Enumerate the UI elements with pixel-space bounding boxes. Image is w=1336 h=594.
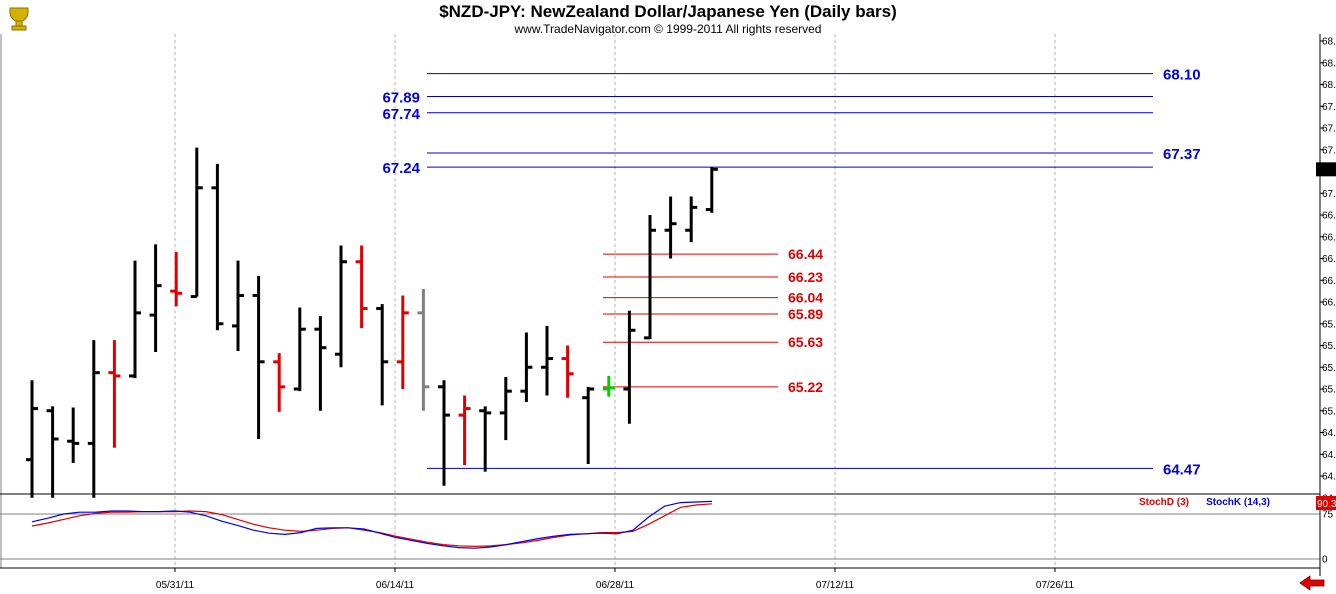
fib-label-blue: 67.24 bbox=[382, 160, 420, 177]
price-axis-label: 66.40 bbox=[1322, 254, 1336, 265]
fib-label-red: 66.44 bbox=[788, 246, 823, 262]
price-axis-label: 66.20 bbox=[1322, 276, 1336, 287]
stoch-series-line bbox=[31, 500, 713, 549]
date-axis-label: 06/14/11 bbox=[376, 580, 415, 591]
left-arrow-shape bbox=[1299, 575, 1325, 591]
price-axis-label: 64.60 bbox=[1322, 450, 1336, 461]
price-axis-label: 65.60 bbox=[1322, 341, 1336, 352]
fib-label-red: 66.04 bbox=[788, 290, 823, 306]
left-arrow-icon[interactable] bbox=[1299, 575, 1325, 591]
last-price-tag bbox=[1316, 162, 1336, 177]
fib-label-blue: 67.89 bbox=[382, 89, 420, 106]
price-axis-label: 67.80 bbox=[1322, 102, 1336, 113]
chart-title: $NZD-JPY: NewZealand Dollar/Japanese Yen… bbox=[439, 2, 897, 21]
price-axis-label: 65.40 bbox=[1322, 363, 1336, 374]
legend-stochd: StochD (3) bbox=[1139, 497, 1189, 508]
price-axis-label: 67.40 bbox=[1322, 145, 1336, 156]
date-axis-label: 07/26/11 bbox=[1036, 580, 1075, 591]
price-axis-label: 65.00 bbox=[1322, 406, 1336, 417]
date-axis: 05/31/11 06/14/11 06/28/11 07/12/11 07/26/11 bbox=[156, 568, 1325, 591]
stoch-axis-label: 75 bbox=[1322, 510, 1334, 521]
price-axis-label: 68.20 bbox=[1322, 58, 1336, 69]
price-axis-label: 64.80 bbox=[1322, 428, 1336, 439]
fib-label-blue: 67.74 bbox=[382, 106, 420, 123]
stoch-value-tag-text: 90.36 bbox=[1317, 499, 1336, 510]
right-price-axis: 68.4068.2068.0067.8067.6067.4067.2067.00… bbox=[1316, 34, 1336, 576]
price-axis-label: 65.20 bbox=[1322, 385, 1336, 396]
price-axis-label: 66.80 bbox=[1322, 211, 1336, 222]
chart-subtitle: www.TradeNavigator.com © 1999-2011 All r… bbox=[514, 22, 822, 36]
price-axis-label: 66.60 bbox=[1322, 232, 1336, 243]
price-axis-label: 67.60 bbox=[1322, 124, 1336, 135]
stoch-axis-label: 0 bbox=[1322, 555, 1328, 566]
stoch-value-tag bbox=[1316, 496, 1336, 510]
date-axis-label: 05/31/11 bbox=[156, 580, 195, 591]
date-axis-label: 06/28/11 bbox=[596, 580, 635, 591]
price-axis-label: 64.40 bbox=[1322, 472, 1336, 483]
fib-label-blue: 64.47 bbox=[1163, 461, 1201, 478]
price-axis-label: 66.00 bbox=[1322, 298, 1336, 309]
date-axis-label: 07/12/11 bbox=[816, 580, 855, 591]
fib-label-red: 65.63 bbox=[788, 334, 823, 350]
fib-label-red: 66.23 bbox=[788, 269, 823, 285]
stochastic-panel: StochD (3) StochK (14,3) bbox=[0, 497, 1320, 569]
fib-label-red: 65.89 bbox=[788, 306, 823, 322]
legend-stochk: StochK (14,3) bbox=[1206, 497, 1270, 508]
fib-label-red: 65.22 bbox=[788, 379, 823, 395]
price-axis-label: 65.80 bbox=[1322, 319, 1336, 330]
price-axis-label: 68.40 bbox=[1322, 37, 1336, 48]
price-axis-label: 68.00 bbox=[1322, 80, 1336, 91]
price-axis-label: 67.00 bbox=[1322, 189, 1336, 200]
trophy-icon bbox=[9, 7, 29, 31]
fib-label-blue: 68.10 bbox=[1163, 67, 1201, 84]
fib-label-blue: 67.37 bbox=[1163, 146, 1201, 163]
